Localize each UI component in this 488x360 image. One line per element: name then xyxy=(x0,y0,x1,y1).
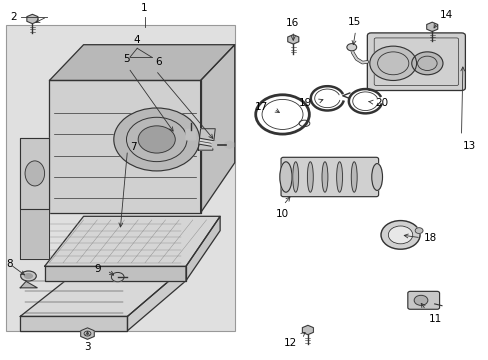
Ellipse shape xyxy=(350,162,356,192)
Circle shape xyxy=(411,52,442,75)
Circle shape xyxy=(387,226,412,244)
Polygon shape xyxy=(198,129,215,150)
Text: 11: 11 xyxy=(428,314,441,324)
Ellipse shape xyxy=(24,274,32,278)
Text: 8: 8 xyxy=(6,258,13,269)
Circle shape xyxy=(138,126,175,153)
Text: 14: 14 xyxy=(439,10,452,20)
Text: 1: 1 xyxy=(141,3,147,13)
FancyBboxPatch shape xyxy=(5,25,234,331)
Polygon shape xyxy=(20,209,49,259)
Text: 5: 5 xyxy=(123,54,129,64)
Polygon shape xyxy=(49,81,200,213)
Text: 10: 10 xyxy=(275,209,288,219)
Text: 12: 12 xyxy=(284,338,297,348)
Polygon shape xyxy=(44,216,220,266)
Text: 13: 13 xyxy=(462,140,475,150)
Polygon shape xyxy=(20,282,37,288)
Circle shape xyxy=(211,140,223,149)
Ellipse shape xyxy=(371,163,382,190)
FancyBboxPatch shape xyxy=(281,157,378,197)
Ellipse shape xyxy=(336,162,342,192)
Circle shape xyxy=(413,295,427,305)
Polygon shape xyxy=(185,216,220,281)
Polygon shape xyxy=(49,45,234,81)
Polygon shape xyxy=(200,45,234,213)
Text: 17: 17 xyxy=(254,102,267,112)
Polygon shape xyxy=(20,138,49,209)
Text: 9: 9 xyxy=(94,264,101,274)
Ellipse shape xyxy=(279,162,291,192)
Text: 20: 20 xyxy=(374,98,387,108)
Text: 18: 18 xyxy=(423,234,436,243)
FancyBboxPatch shape xyxy=(407,291,439,309)
Ellipse shape xyxy=(307,162,313,192)
Ellipse shape xyxy=(292,162,298,192)
Text: 15: 15 xyxy=(347,17,360,27)
Ellipse shape xyxy=(322,162,327,192)
FancyBboxPatch shape xyxy=(366,33,465,90)
Ellipse shape xyxy=(20,271,36,281)
Circle shape xyxy=(114,108,199,171)
FancyBboxPatch shape xyxy=(185,130,195,140)
Circle shape xyxy=(414,228,422,234)
Circle shape xyxy=(380,221,419,249)
Text: 7: 7 xyxy=(130,141,136,152)
Polygon shape xyxy=(20,316,127,331)
Circle shape xyxy=(346,44,356,51)
Text: 6: 6 xyxy=(155,57,161,67)
Ellipse shape xyxy=(25,161,44,186)
Text: 3: 3 xyxy=(84,342,91,352)
Polygon shape xyxy=(20,266,185,316)
Text: 19: 19 xyxy=(298,98,311,108)
Text: 16: 16 xyxy=(285,18,298,28)
Circle shape xyxy=(369,46,416,81)
Text: 2: 2 xyxy=(10,12,17,22)
Circle shape xyxy=(111,273,124,282)
Polygon shape xyxy=(44,266,185,281)
Text: 4: 4 xyxy=(134,35,140,45)
Polygon shape xyxy=(127,266,185,331)
